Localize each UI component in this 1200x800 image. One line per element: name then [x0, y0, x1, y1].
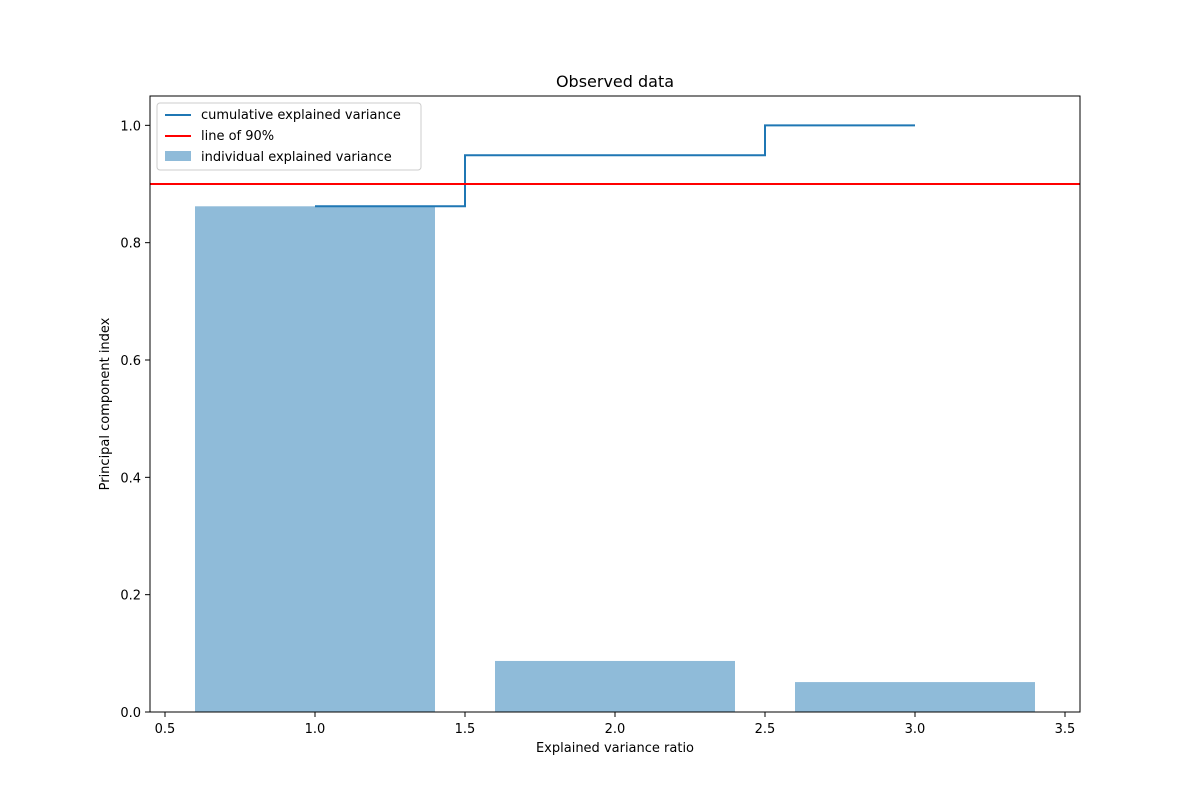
bar-1 [195, 206, 435, 712]
legend-label-90-line: line of 90% [201, 129, 274, 144]
x-tick-label: 0.5 [155, 722, 176, 737]
chart-title: Observed data [556, 72, 674, 91]
y-tick-label: 0.4 [120, 471, 141, 486]
x-tick-label: 3.5 [1055, 722, 1076, 737]
y-axis-label: Principal component index [98, 317, 113, 490]
x-tick-label: 2.0 [605, 722, 626, 737]
y-tick-label: 1.0 [120, 119, 141, 134]
legend-label-cumulative: cumulative explained variance [201, 108, 401, 123]
y-tick-label: 0.0 [120, 706, 141, 721]
legend-box [156, 102, 422, 171]
y-tick-label: 0.8 [120, 237, 141, 252]
plot-area: 0.5 1.0 1.5 2.0 2.5 3.0 3.5 0.0 0.2 0.4 0.6 0.8 1.0 [120, 95, 1081, 737]
x-tick-label: 2.5 [755, 722, 776, 737]
x-tick-label: 1.5 [455, 722, 476, 737]
cumulative-variance-line [315, 124, 915, 208]
x-tick-label: 3.0 [905, 722, 926, 737]
legend-swatch-individual [165, 151, 191, 161]
legend: cumulative explained variance line of 90… [156, 102, 422, 171]
legend-label-individual: individual explained variance [201, 150, 392, 165]
bar-3 [795, 682, 1035, 712]
y-tick-label: 0.2 [120, 589, 141, 604]
x-tick-label: 1.0 [305, 722, 326, 737]
bar-2 [495, 660, 735, 712]
y-tick-label: 0.6 [120, 354, 141, 369]
x-axis-label: Explained variance ratio [536, 741, 694, 756]
